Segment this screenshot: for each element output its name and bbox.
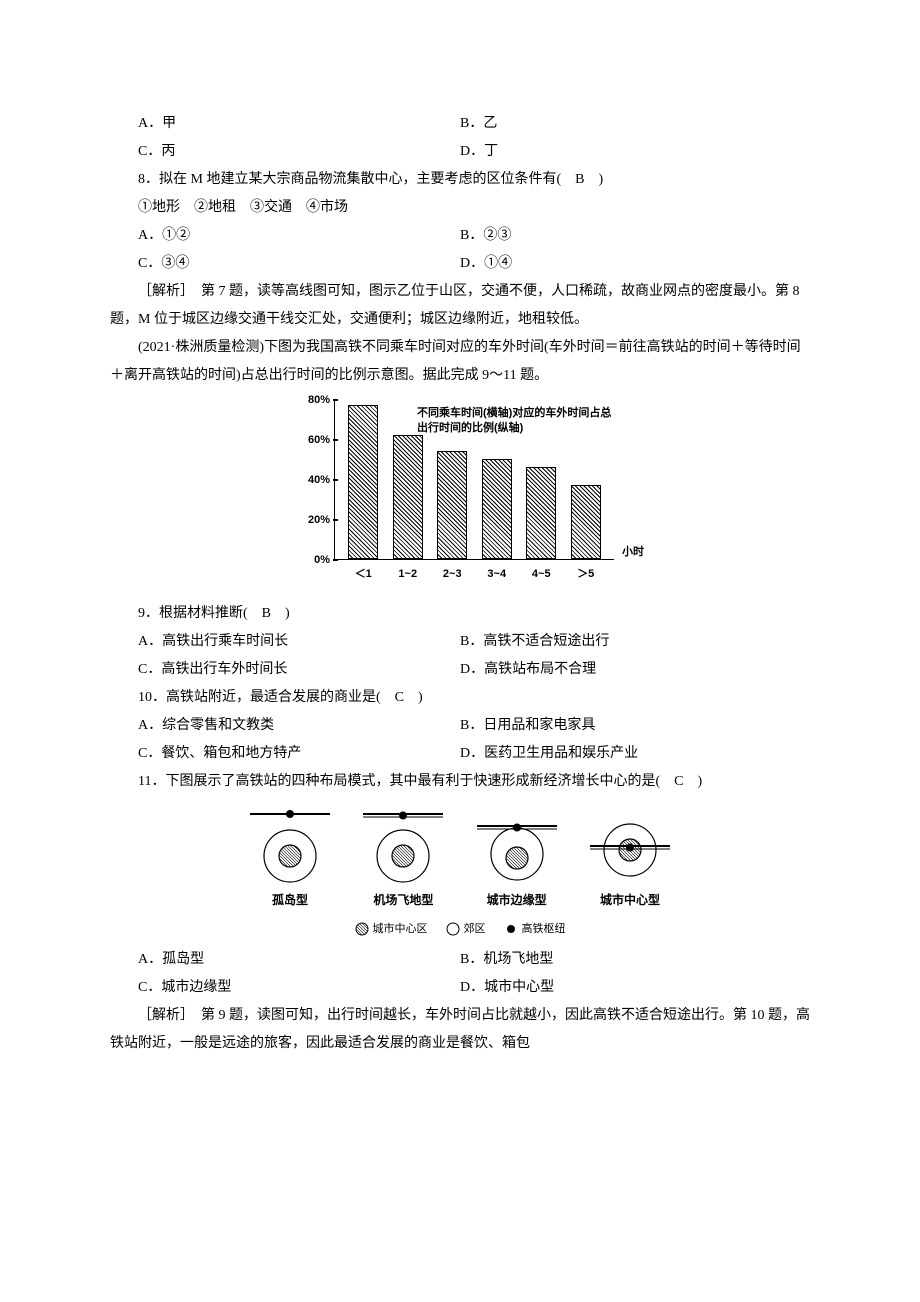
q9-option-d: D．高铁站布局不合理 — [460, 656, 810, 684]
diagram-cell: 机场飞地型 — [353, 806, 453, 912]
q8-sub: ①地形 ②地租 ③交通 ④市场 — [110, 194, 810, 222]
bar-chart: 不同乘车时间(横轴)对应的车外时间占总 出行时间的比例(纵轴) ＜11~22~3… — [110, 400, 810, 590]
diagram-label: 机场飞地型 — [373, 888, 433, 912]
bar-wrap: 3~4 — [475, 400, 520, 559]
bar — [393, 435, 423, 559]
q7-option-b: B．乙 — [460, 110, 810, 138]
y-tick — [333, 479, 338, 481]
empty-circle-icon — [446, 922, 460, 936]
diagram-svg — [245, 806, 335, 886]
x-label: 3~4 — [487, 563, 506, 585]
bar-wrap: ＞5 — [564, 400, 609, 559]
q9-option-c: C．高铁出行车外时间长 — [110, 656, 460, 684]
q7-options-row1: A．甲 B．乙 — [110, 110, 810, 138]
diagram-legend: 城市中心区 郊区 高铁枢纽 — [240, 918, 680, 940]
x-label: ＞5 — [577, 563, 594, 585]
bar — [526, 467, 556, 559]
q8-option-a: A．①② — [110, 222, 460, 250]
explanation-1: ［解析］ 第 7 题，读等高线图可知，图示乙位于山区，交通不便，人口稀疏，故商业… — [110, 278, 810, 334]
q9-options-row1: A．高铁出行乘车时间长 B．高铁不适合短途出行 — [110, 628, 810, 656]
y-tick — [333, 519, 338, 521]
q10-option-d: D．医药卫生用品和娱乐产业 — [460, 740, 810, 768]
q7-option-c: C．丙 — [110, 138, 460, 166]
diagram-label: 孤岛型 — [272, 888, 308, 912]
filled-circle-icon — [504, 922, 518, 936]
x-label: 4~5 — [532, 563, 551, 585]
q8-option-c: C．③④ — [110, 250, 460, 278]
diagram-svg — [358, 806, 448, 886]
diagram-label: 城市边缘型 — [487, 888, 547, 912]
diagram-cell: 城市边缘型 — [467, 806, 567, 912]
q10-options-row1: A．综合零售和文教类 B．日用品和家电家具 — [110, 712, 810, 740]
y-tick — [333, 439, 338, 441]
layout-diagram: 孤岛型 机场飞地型 城市边缘型 城市中心型 城市中心区 郊区 高铁枢纽 — [110, 806, 810, 940]
diagram-cell: 城市中心型 — [580, 806, 680, 912]
bar — [437, 451, 467, 559]
q7-option-a: A．甲 — [110, 110, 460, 138]
x-label: 1~2 — [398, 563, 417, 585]
diagram-label: 城市中心型 — [600, 888, 660, 912]
y-label: 60% — [308, 429, 330, 451]
q10-option-c: C．餐饮、箱包和地方特产 — [110, 740, 460, 768]
y-label: 20% — [308, 509, 330, 531]
y-label: 80% — [308, 389, 330, 411]
bar-wrap: 1~2 — [386, 400, 431, 559]
q11-stem: 11．下图展示了高铁站的四种布局模式，其中最有利于快速形成新经济增长中心的是( … — [110, 768, 810, 796]
bar-wrap: 2~3 — [430, 400, 475, 559]
chart-x-unit: 小时 — [622, 541, 644, 563]
q10-option-b: B．日用品和家电家具 — [460, 712, 810, 740]
legend-hub: 高铁枢纽 — [504, 918, 566, 940]
bar — [482, 459, 512, 559]
q7-option-d: D．丁 — [460, 138, 810, 166]
q8-option-d: D．①④ — [460, 250, 810, 278]
y-label: 0% — [314, 549, 330, 571]
q10-options-row2: C．餐饮、箱包和地方特产 D．医药卫生用品和娱乐产业 — [110, 740, 810, 768]
diagram-cell: 孤岛型 — [240, 806, 340, 912]
q10-stem: 10．高铁站附近，最适合发展的商业是( C ) — [110, 684, 810, 712]
bar-wrap: 4~5 — [519, 400, 564, 559]
q8-option-b: B．②③ — [460, 222, 810, 250]
y-tick — [333, 399, 338, 401]
y-label: 40% — [308, 469, 330, 491]
diagram-svg — [585, 806, 675, 886]
q9-option-a: A．高铁出行乘车时间长 — [110, 628, 460, 656]
bar-wrap: ＜1 — [341, 400, 386, 559]
q10-option-a: A．综合零售和文教类 — [110, 712, 460, 740]
x-label: ＜1 — [355, 563, 372, 585]
explanation-2: ［解析］ 第 9 题，读图可知，出行时间越长，车外时间占比就越小，因此高铁不适合… — [110, 1002, 810, 1058]
bar — [348, 405, 378, 559]
q8-stem: 8．拟在 M 地建立某大宗商品物流集散中心，主要考虑的区位条件有( B ) — [110, 166, 810, 194]
q9-option-b: B．高铁不适合短途出行 — [460, 628, 810, 656]
hatched-circle-icon — [355, 922, 369, 936]
diagram-svg — [472, 806, 562, 886]
q9-stem: 9．根据材料推断( B ) — [110, 600, 810, 628]
q11-option-a: A．孤岛型 — [110, 946, 460, 974]
q9-options-row2: C．高铁出行车外时间长 D．高铁站布局不合理 — [110, 656, 810, 684]
q11-option-c: C．城市边缘型 — [110, 974, 460, 1002]
q11-options-row2: C．城市边缘型 D．城市中心型 — [110, 974, 810, 1002]
passage-2: (2021·株洲质量检测)下图为我国高铁不同乘车时间对应的车外时间(车外时间＝前… — [110, 334, 810, 390]
q11-option-b: B．机场飞地型 — [460, 946, 810, 974]
bar — [571, 485, 601, 559]
x-label: 2~3 — [443, 563, 462, 585]
legend-center: 城市中心区 — [355, 918, 428, 940]
q11-options-row1: A．孤岛型 B．机场飞地型 — [110, 946, 810, 974]
q8-options-row1: A．①② B．②③ — [110, 222, 810, 250]
q8-options-row2: C．③④ D．①④ — [110, 250, 810, 278]
legend-suburb: 郊区 — [446, 918, 486, 940]
y-tick — [333, 559, 338, 561]
q11-option-d: D．城市中心型 — [460, 974, 810, 1002]
q7-options-row2: C．丙 D．丁 — [110, 138, 810, 166]
